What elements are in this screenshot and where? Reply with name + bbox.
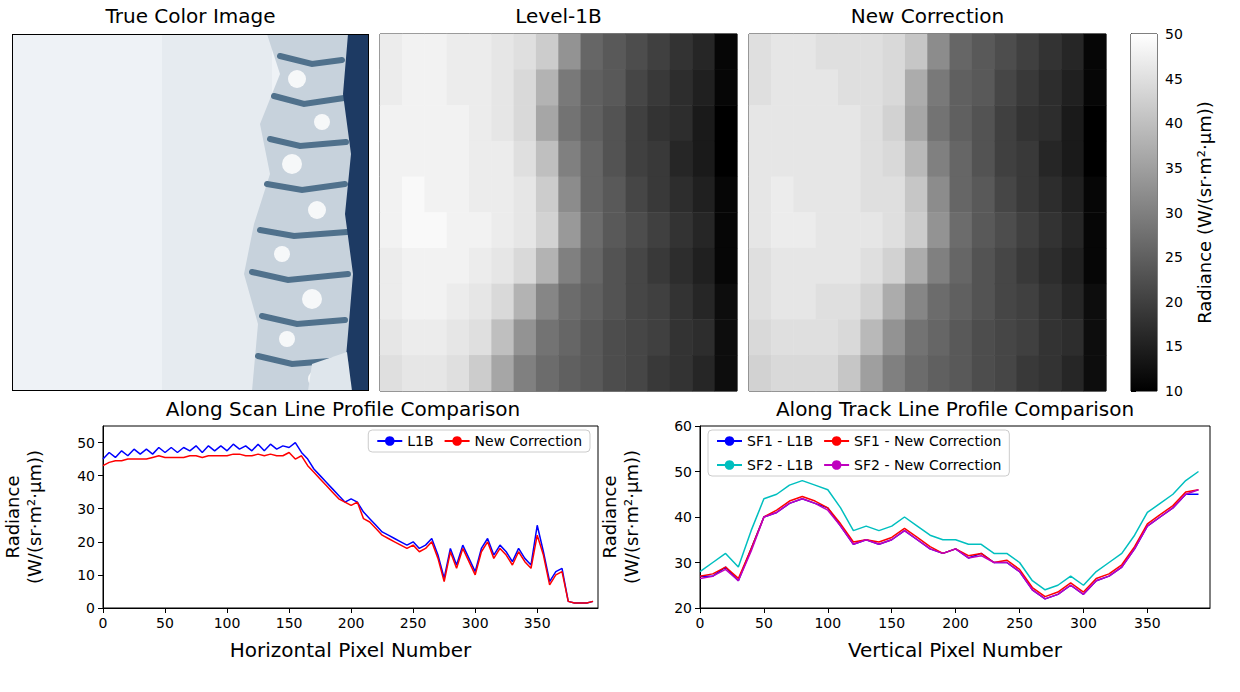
svg-text:100: 100 <box>214 615 241 631</box>
svg-text:30: 30 <box>77 501 95 517</box>
svg-text:40: 40 <box>77 468 95 484</box>
svg-text:Radiance: Radiance <box>599 476 620 559</box>
svg-text:45: 45 <box>1165 71 1183 87</box>
svg-text:25: 25 <box>1165 249 1183 265</box>
svg-text:Vertical Pixel Number: Vertical Pixel Number <box>848 638 1063 662</box>
svg-text:L1B: L1B <box>407 433 433 449</box>
svg-text:100: 100 <box>814 615 841 631</box>
svg-text:60: 60 <box>674 418 692 434</box>
svg-text:150: 150 <box>878 615 905 631</box>
svg-text:Level-1B: Level-1B <box>515 4 601 28</box>
svg-text:200: 200 <box>942 615 969 631</box>
svg-text:0: 0 <box>696 615 705 631</box>
svg-text:New Correction: New Correction <box>475 433 582 449</box>
svg-text:(W/(sr·m²·µm)): (W/(sr·m²·µm)) <box>24 450 45 584</box>
svg-text:SF1 - L1B: SF1 - L1B <box>747 433 813 449</box>
svg-text:Radiance (W/(sr·m²·µm)): Radiance (W/(sr·m²·µm)) <box>1194 101 1215 324</box>
svg-text:150: 150 <box>276 615 303 631</box>
svg-text:300: 300 <box>462 615 489 631</box>
svg-text:30: 30 <box>674 555 692 571</box>
svg-text:20: 20 <box>674 600 692 616</box>
svg-text:50: 50 <box>156 615 174 631</box>
svg-text:(W/(sr·m²·µm)): (W/(sr·m²·µm)) <box>621 450 642 584</box>
svg-text:40: 40 <box>674 509 692 525</box>
svg-text:30: 30 <box>1165 205 1183 221</box>
svg-text:300: 300 <box>1070 615 1097 631</box>
svg-text:350: 350 <box>1134 615 1161 631</box>
svg-text:350: 350 <box>524 615 551 631</box>
svg-text:20: 20 <box>77 534 95 550</box>
svg-text:40: 40 <box>1165 115 1183 131</box>
svg-text:True Color Image: True Color Image <box>104 4 275 28</box>
svg-text:0: 0 <box>86 600 95 616</box>
svg-text:0: 0 <box>99 615 108 631</box>
svg-text:250: 250 <box>400 615 427 631</box>
svg-text:15: 15 <box>1165 338 1183 354</box>
svg-text:New Correction: New Correction <box>851 4 1004 28</box>
svg-text:Along Track Line Profile Compa: Along Track Line Profile Comparison <box>776 397 1134 421</box>
svg-text:50: 50 <box>674 464 692 480</box>
svg-text:10: 10 <box>77 567 95 583</box>
svg-text:SF2 - L1B: SF2 - L1B <box>747 457 813 473</box>
svg-text:50: 50 <box>755 615 773 631</box>
svg-text:Horizontal Pixel Number: Horizontal Pixel Number <box>230 638 472 662</box>
svg-text:SF1 - New Correction: SF1 - New Correction <box>854 433 1001 449</box>
svg-text:250: 250 <box>1006 615 1033 631</box>
svg-text:Radiance: Radiance <box>2 476 23 559</box>
svg-text:SF2 - New Correction: SF2 - New Correction <box>854 457 1001 473</box>
svg-text:50: 50 <box>77 435 95 451</box>
svg-text:200: 200 <box>338 615 365 631</box>
svg-text:50: 50 <box>1165 26 1183 42</box>
svg-text:20: 20 <box>1165 294 1183 310</box>
svg-text:10: 10 <box>1165 383 1183 399</box>
svg-text:Along Scan Line Profile Compar: Along Scan Line Profile Comparison <box>166 397 521 421</box>
svg-text:35: 35 <box>1165 160 1183 176</box>
